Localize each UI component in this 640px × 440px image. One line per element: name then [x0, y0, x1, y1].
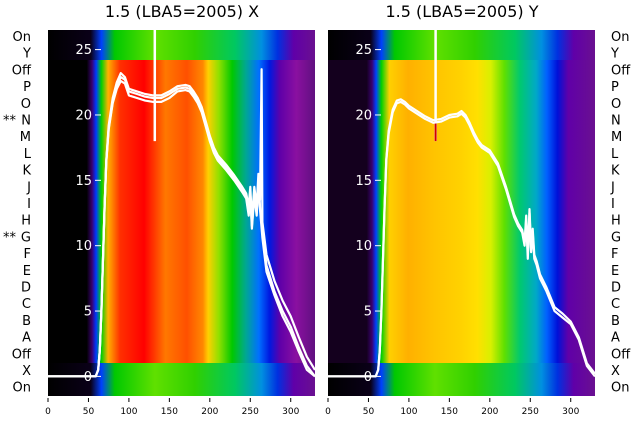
row-label-left: On	[13, 381, 31, 396]
x-tick-label: 250	[522, 407, 539, 417]
row-label-left: X	[22, 364, 31, 379]
row-label-right: F	[611, 247, 618, 262]
row-label-right: Off	[611, 347, 631, 362]
x-tick-label: 300	[562, 407, 579, 417]
row-label-right: P	[611, 80, 619, 95]
y-tick-label: 20	[355, 108, 372, 123]
row-label-left: E	[23, 264, 31, 279]
panel-x: 1.5 (LBA5=2005) X 0 5 10 15 20 25 0 50 100 150 20…	[45, 2, 316, 417]
off-band-bottom-x	[48, 363, 315, 396]
row-label-right: H	[611, 214, 621, 229]
x-tick-label: 100	[400, 407, 417, 417]
row-label-right: N	[611, 114, 621, 129]
row-label-right: I	[611, 197, 615, 212]
series-group-y	[328, 98, 596, 378]
row-label-right: B	[611, 314, 620, 329]
x-tick-label: 150	[441, 407, 458, 417]
y-tick-label: 25	[75, 43, 92, 58]
row-label-right: E	[611, 264, 619, 279]
row-label-right: On	[611, 30, 629, 45]
x-tick-label: 150	[161, 407, 178, 417]
x-ticks-y: 0 50 100 150 200 250 300	[325, 398, 580, 417]
row-marker: **	[3, 230, 17, 245]
row-label-left: A	[22, 331, 31, 346]
row-label-left: P	[23, 80, 31, 95]
panel-title-x: 1.5 (LBA5=2005) X	[105, 2, 259, 21]
x-tick-label: 0	[45, 407, 51, 417]
off-band-bottom-y	[328, 363, 595, 396]
row-label-left: J	[26, 180, 31, 195]
x-tick-label: 200	[201, 407, 218, 417]
y-tick-label: 5	[364, 305, 372, 320]
x-tick-label: 0	[325, 407, 331, 417]
row-label-left: G	[21, 230, 31, 245]
row-label-right: J	[610, 180, 615, 195]
row-label-left: C	[22, 297, 31, 312]
spectrogram-heatmap-y	[328, 30, 595, 396]
y-tick-label: 25	[355, 43, 372, 58]
x-tick-label: 200	[481, 407, 498, 417]
row-label-right: Y	[610, 47, 619, 62]
row-label-left: Y	[22, 47, 31, 62]
series-line-3	[48, 79, 316, 378]
x-tick-label: 250	[242, 407, 259, 417]
row-label-left: B	[22, 314, 31, 329]
row-label-left: I	[27, 197, 31, 212]
row-marker: **	[3, 114, 17, 129]
row-label-right: Off	[611, 63, 631, 78]
series-line-2	[328, 98, 596, 378]
y-tick-label: 5	[84, 305, 92, 320]
row-label-right: D	[611, 281, 621, 296]
row-label-left: L	[24, 147, 32, 162]
row-label-left: Off	[12, 63, 32, 78]
series-group-x	[48, 68, 316, 378]
row-label-right: K	[611, 164, 620, 179]
row-label-right: M	[611, 130, 622, 145]
row-label-left: F	[24, 247, 31, 262]
row-label-right: X	[611, 364, 620, 379]
y-tick-label: 15	[355, 174, 372, 189]
panel-title-y: 1.5 (LBA5=2005) Y	[385, 2, 538, 21]
row-label-left: K	[22, 164, 31, 179]
x-ticks-x: 0 50 100 150 200 250 300	[45, 398, 300, 417]
off-band-top-x	[48, 30, 315, 60]
row-label-left: N	[21, 114, 31, 129]
y-tick-label: 10	[355, 239, 372, 254]
y-tick-label: 20	[75, 108, 92, 123]
x-tick-label: 50	[363, 407, 375, 417]
row-label-left: D	[21, 281, 31, 296]
row-label-right: O	[611, 97, 621, 112]
panel-y: 1.5 (LBA5=2005) Y 0 5 10 15 20 25 0 50 100 150 20…	[325, 2, 596, 417]
row-label-right: L	[611, 147, 619, 162]
off-band-top-y	[328, 30, 595, 60]
row-label-left: Off	[12, 347, 32, 362]
row-label-right: C	[611, 297, 620, 312]
row-label-right: G	[611, 230, 621, 245]
y-tick-label: 10	[75, 239, 92, 254]
row-label-left: M	[20, 130, 31, 145]
row-label-left: H	[21, 214, 31, 229]
x-tick-label: 50	[83, 407, 95, 417]
row-label-right: On	[611, 381, 629, 396]
row-label-right: A	[611, 331, 620, 346]
row-label-left: On	[13, 30, 31, 45]
x-tick-label: 300	[282, 407, 299, 417]
row-label-left: O	[21, 97, 31, 112]
y-tick-label: 15	[75, 174, 92, 189]
x-tick-label: 100	[120, 407, 137, 417]
